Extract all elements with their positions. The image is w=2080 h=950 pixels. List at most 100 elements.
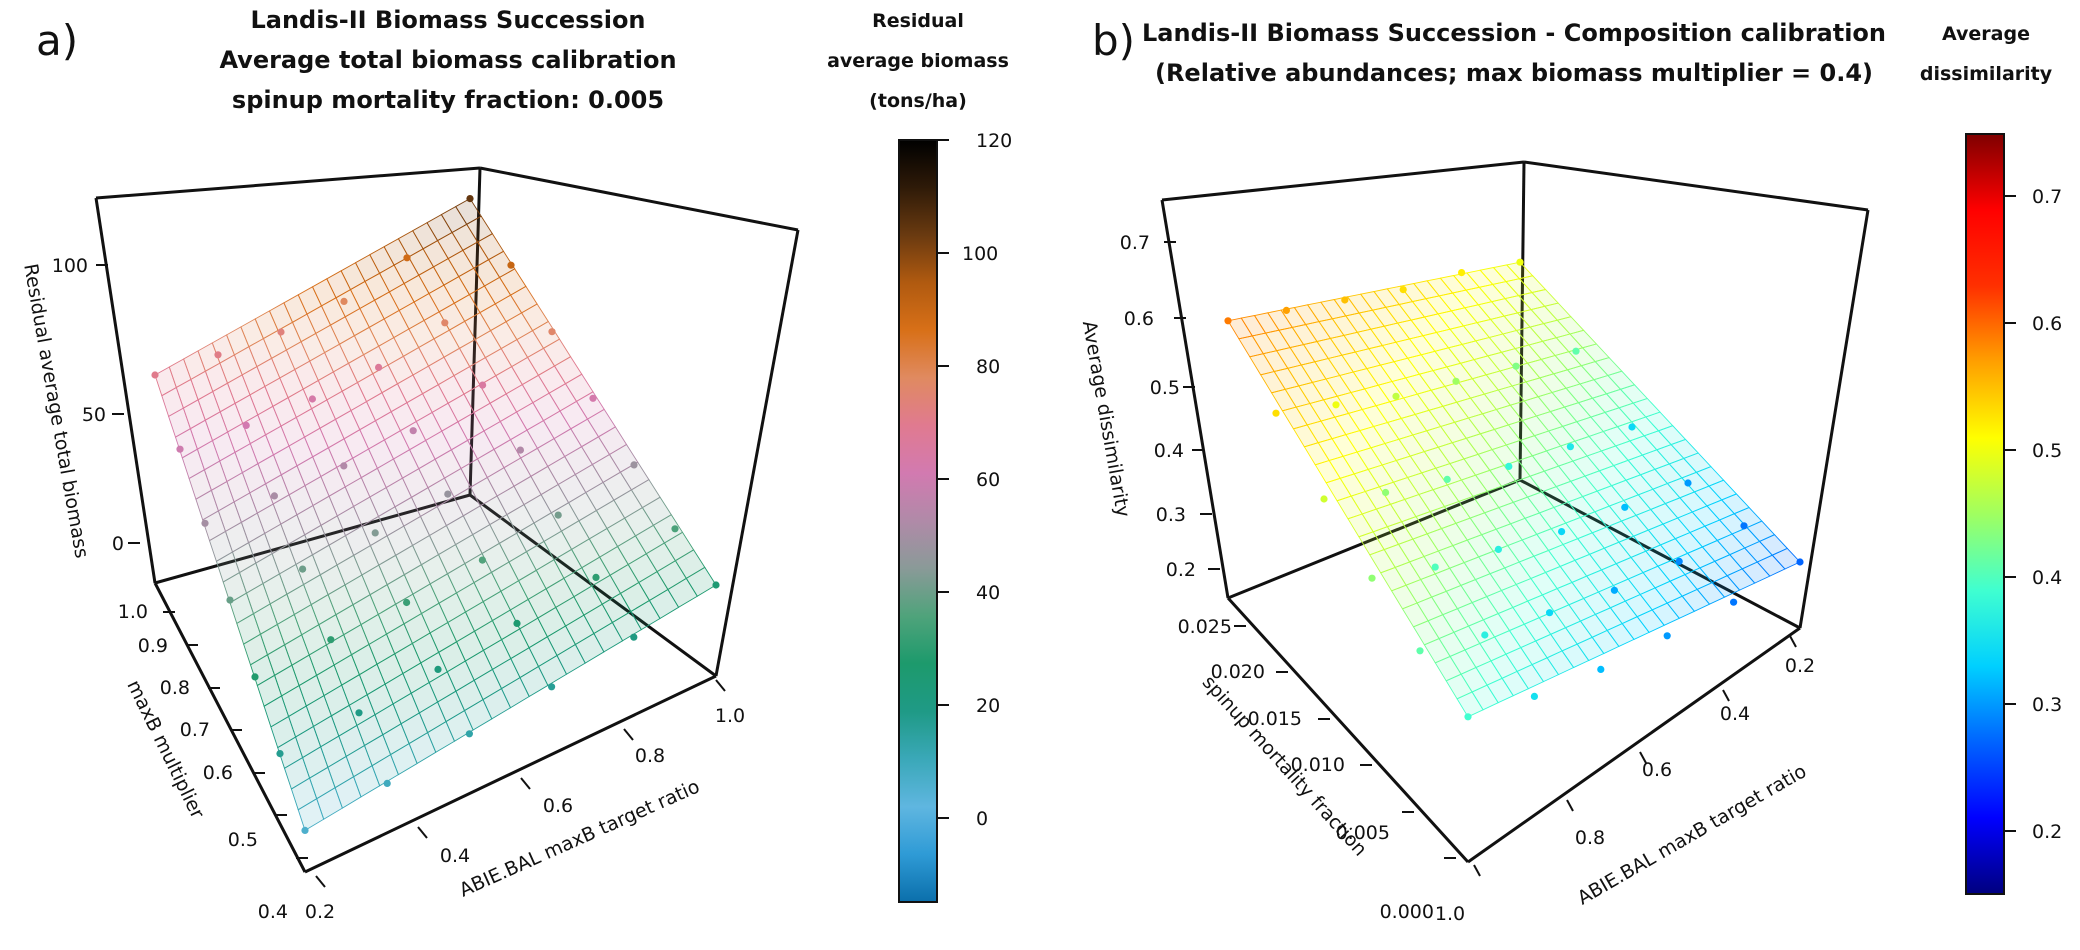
data-point bbox=[1516, 258, 1524, 266]
data-point bbox=[375, 363, 383, 371]
panel-b-y-ticks: 0.025 0.020 0.015 0.010 0.005 0.000 bbox=[1178, 616, 1456, 923]
colorbar-a-gradient bbox=[898, 139, 938, 903]
data-point bbox=[434, 665, 442, 674]
colorbar-b-gradient bbox=[1965, 133, 2005, 895]
panel-b: b) Landis-II Biomass Succession - Compos… bbox=[1078, 16, 2062, 925]
panel-b-bounding-box bbox=[1160, 160, 1870, 864]
panel-a-points bbox=[151, 195, 720, 835]
x-tick-label: 0.4 bbox=[1720, 703, 1750, 725]
data-point bbox=[1458, 269, 1466, 277]
panel-a-box-edge bbox=[714, 229, 800, 677]
data-point bbox=[507, 261, 515, 269]
data-point bbox=[1530, 692, 1538, 701]
x-tick-mark bbox=[1722, 689, 1730, 702]
data-point bbox=[1282, 306, 1290, 314]
colorbar-tick-label: 0.4 bbox=[2032, 567, 2062, 589]
data-point bbox=[1621, 503, 1629, 511]
x-tick-mark bbox=[520, 777, 531, 790]
data-point bbox=[1443, 475, 1451, 483]
data-point bbox=[1505, 462, 1513, 470]
data-point bbox=[1512, 362, 1520, 370]
data-point bbox=[214, 351, 222, 359]
y-tick-label: 0.8 bbox=[160, 677, 190, 699]
y-tick-label: 0.4 bbox=[258, 901, 288, 923]
data-point bbox=[548, 328, 556, 336]
data-point bbox=[441, 319, 449, 327]
panel-b-x-axis-label: ABIE.BAL maxB target ratio bbox=[1574, 760, 1811, 909]
colorbar-tick-label: 40 bbox=[976, 582, 1000, 604]
panel-a-title-line-3: spinup mortality fraction: 0.005 bbox=[232, 86, 664, 114]
y-tick-label: 0.020 bbox=[1211, 661, 1265, 683]
data-point bbox=[1740, 522, 1748, 530]
panel-a-x-ticks: 0.2 0.4 0.6 0.8 1.0 bbox=[305, 679, 745, 923]
x-tick-label: 0.4 bbox=[440, 845, 470, 867]
z-tick-label: 0.5 bbox=[1150, 377, 1180, 399]
colorbar-b-title-line-1: Average bbox=[1942, 23, 2030, 45]
z-tick-label: 0.3 bbox=[1156, 504, 1186, 526]
colorbar-tick-label: 100 bbox=[962, 243, 998, 265]
data-point bbox=[630, 461, 638, 469]
panel-b-z-ticks: 0.7 0.6 0.5 0.4 0.3 0.2 bbox=[1120, 232, 1220, 581]
data-point bbox=[340, 462, 348, 470]
panel-a-box-edge bbox=[479, 166, 799, 232]
data-point bbox=[299, 565, 307, 573]
panel-b-box-edge bbox=[1467, 626, 1801, 864]
x-tick-mark bbox=[315, 875, 326, 888]
data-point bbox=[1320, 495, 1328, 503]
y-tick-label: 0.5 bbox=[228, 829, 258, 851]
data-point bbox=[554, 511, 562, 519]
panel-b-box-edge bbox=[1226, 596, 1470, 864]
colorbar-tick-label: 0.3 bbox=[2032, 694, 2062, 716]
z-tick-label: 0.7 bbox=[1120, 232, 1150, 254]
data-point bbox=[1382, 488, 1390, 497]
panel-b-title-line-1: Landis-II Biomass Succession - Compositi… bbox=[1142, 19, 1886, 47]
data-point bbox=[1796, 558, 1804, 566]
data-point bbox=[630, 633, 638, 641]
panel-a-colorbar: Residual average biomass (tons/ha) 120 1… bbox=[827, 10, 1012, 903]
panel-b-box-edge bbox=[1227, 478, 1521, 600]
data-point bbox=[1558, 528, 1566, 536]
data-point bbox=[226, 596, 234, 604]
panel-b-box-edge bbox=[1518, 161, 1526, 481]
z-tick-label: 0.2 bbox=[1166, 559, 1196, 581]
data-point bbox=[1368, 574, 1376, 582]
panel-a-title-line-1: Landis-II Biomass Succession bbox=[250, 6, 645, 34]
x-tick-label: 0.6 bbox=[1642, 759, 1672, 781]
x-tick-mark bbox=[1473, 864, 1481, 877]
data-point bbox=[201, 519, 209, 527]
data-point bbox=[383, 779, 391, 788]
data-point bbox=[176, 445, 184, 453]
data-point bbox=[1610, 586, 1618, 594]
data-point bbox=[444, 490, 452, 498]
data-point bbox=[1392, 392, 1400, 400]
x-tick-mark bbox=[1639, 751, 1647, 764]
colorbar-tick-label: 0 bbox=[976, 808, 988, 830]
colorbar-tick-label: 0.2 bbox=[2032, 821, 2062, 843]
y-tick-label: 1.0 bbox=[118, 601, 148, 623]
data-point bbox=[251, 673, 259, 681]
data-point bbox=[277, 328, 285, 336]
data-point bbox=[403, 598, 411, 607]
panel-a-surface bbox=[154, 197, 717, 832]
panel-b-points bbox=[1224, 258, 1804, 721]
data-point bbox=[516, 446, 525, 454]
y-tick-label: 0.6 bbox=[203, 762, 233, 784]
panel-b-box-edge bbox=[1161, 160, 1525, 202]
z-tick-label: 0.4 bbox=[1154, 440, 1184, 462]
panel-a-y-ticks: 1.0 0.9 0.8 0.7 0.6 0.5 0.4 bbox=[118, 601, 308, 923]
panel-b-label: b) bbox=[1092, 16, 1135, 65]
z-tick-label: 0 bbox=[112, 533, 124, 555]
data-point bbox=[1452, 377, 1460, 385]
panel-b-surface bbox=[1227, 261, 1801, 718]
panel-a-z-ticks: 100 50 0 bbox=[52, 255, 140, 555]
panel-a-box-edge bbox=[468, 167, 482, 496]
data-point bbox=[592, 573, 600, 582]
data-point bbox=[1684, 479, 1692, 487]
data-point bbox=[513, 619, 521, 628]
colorbar-tick-label: 120 bbox=[976, 130, 1012, 152]
data-point bbox=[1416, 647, 1424, 655]
y-tick-label: 0.015 bbox=[1248, 708, 1302, 730]
colorbar-b-ticks: 0.7 0.6 0.5 0.4 0.3 0.2 bbox=[2004, 186, 2062, 843]
y-tick-label: 0.005 bbox=[1336, 822, 1390, 844]
